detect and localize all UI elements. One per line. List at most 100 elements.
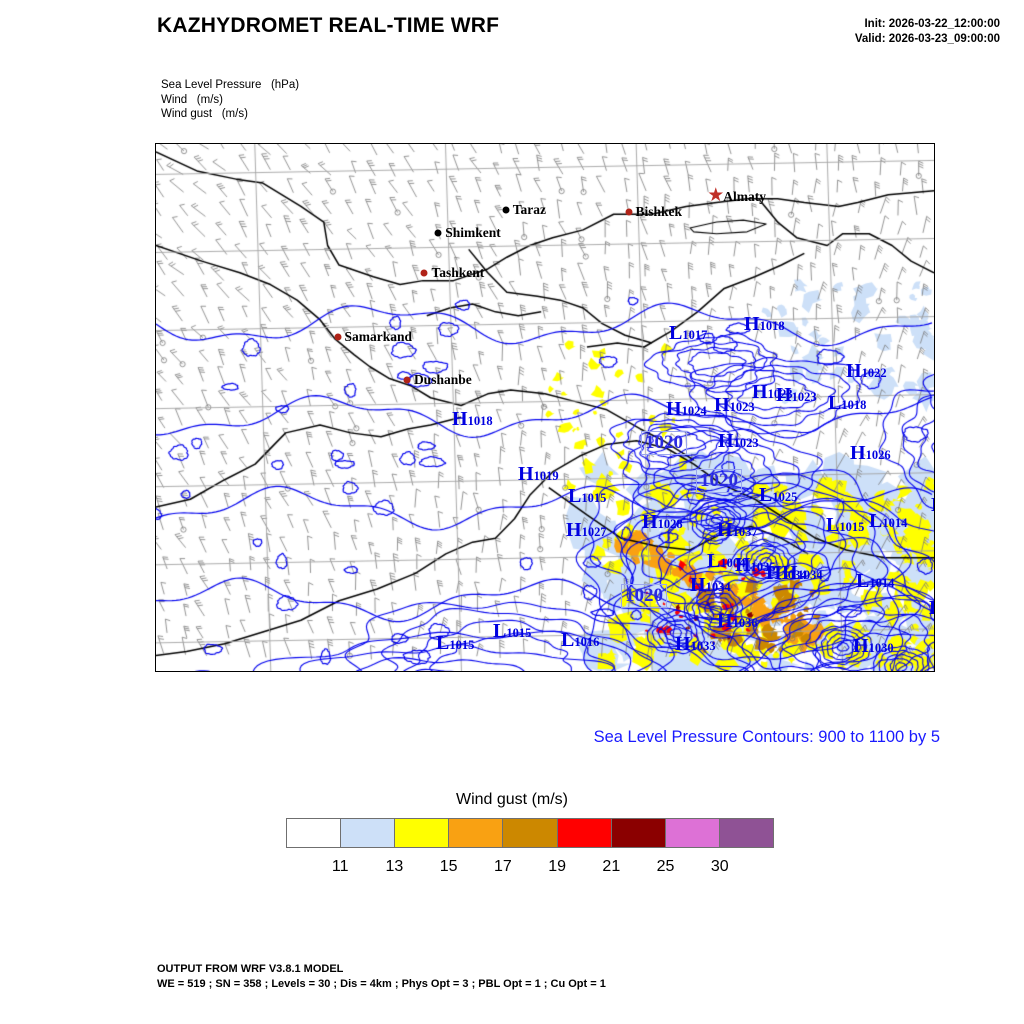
pressure-center-h: H1023 <box>714 394 755 417</box>
pressure-center-type: H <box>931 494 934 516</box>
city-marker-dot <box>434 229 442 237</box>
pressure-center-h: H1035 <box>735 554 776 577</box>
pressure-center-type: L <box>561 629 575 651</box>
pressure-center-type: H <box>566 519 582 541</box>
contour-value-label: 1020 <box>641 431 687 455</box>
pressure-center-type: H <box>717 519 733 541</box>
pressure-center-h: H1034 <box>690 574 731 597</box>
pressure-center-value: 1016 <box>574 635 600 649</box>
lon-tick <box>835 671 836 672</box>
pressure-center-type: L <box>568 485 582 507</box>
pressure-center-type: H <box>752 381 768 403</box>
city-label: Almaty <box>723 188 766 204</box>
pressure-center-type: H <box>776 384 792 406</box>
pressure-center-h: H1022 <box>846 360 887 383</box>
pressure-center-value: 1018 <box>841 398 867 412</box>
pressure-center-value: 1023 <box>733 436 759 450</box>
capital-star-icon: ★ <box>707 184 725 206</box>
pressure-center-value: 1018 <box>467 414 493 428</box>
pressure-center-l: L1014 <box>856 570 894 593</box>
pressure-center-value: 1022 <box>861 366 887 380</box>
pressure-center-l: L1015 <box>436 632 474 655</box>
city-label: Bishkek <box>635 203 683 219</box>
pressure-center-l: L1017 <box>669 322 707 345</box>
colorbar-tick: 19 <box>548 858 566 875</box>
colorbar-swatch <box>340 818 395 848</box>
pressure-center-h: H1024 <box>666 398 707 421</box>
pressure-center-type: H <box>718 430 734 452</box>
pressure-center-type: L <box>856 570 870 592</box>
model-run-times: Init: 2026-03-22_12:00:00 Valid: 2026-03… <box>855 17 1000 47</box>
contour-value-label: 1020 <box>621 584 667 608</box>
pressure-center-h: H1023 <box>752 381 793 404</box>
pressure-center-value: 1015 <box>581 491 607 505</box>
city-marker-dot <box>625 208 633 216</box>
lon-tick <box>644 671 645 672</box>
pressure-center-type: L <box>759 484 773 506</box>
pressure-center-type: H <box>666 398 682 420</box>
colorbar-title: Wind gust (m/s) <box>455 791 568 808</box>
pressure-center-h: H1036 <box>717 610 758 633</box>
pressure-center-value: 1035 <box>750 560 776 574</box>
pressure-center-type: H <box>782 562 798 584</box>
colorbar-swatch <box>556 818 611 848</box>
pressure-center-type: H <box>675 633 691 655</box>
colorbar-tick-labels: 11 13 15 17 19 21 25 30 <box>286 858 774 882</box>
pressure-center-l: L1015 <box>826 514 864 537</box>
city-marker-dot <box>420 269 428 277</box>
colorbar-swatch <box>664 818 719 848</box>
valid-time-label: Valid: 2026-03-23_09:00:00 <box>854 33 1000 45</box>
city-label: Samarkand <box>344 329 413 345</box>
pressure-center-h: H1023 <box>718 430 759 453</box>
pressure-center-h: H1027 <box>566 519 607 542</box>
pressure-center-value: 1034 <box>705 580 731 594</box>
pressure-center-h: H1019 <box>518 463 559 486</box>
pressure-center-value: 1025 <box>772 490 798 504</box>
colorbar-swatch <box>286 818 341 848</box>
colorbar-tick: 30 <box>710 858 729 875</box>
colorbar-tick: 21 <box>602 858 621 875</box>
pressure-center-type: H <box>717 610 733 632</box>
pressure-center-type: L <box>493 620 507 642</box>
colorbar-tick: 25 <box>656 858 675 875</box>
pressure-center-value: 1014 <box>869 576 895 590</box>
colorbar-swatch <box>394 818 449 848</box>
pressure-center-h: H1034 <box>782 562 823 585</box>
pressure-center-type: H <box>642 511 658 533</box>
lon-tick <box>263 671 264 672</box>
lat-tick <box>155 480 156 481</box>
pressure-center-value: 1037 <box>732 525 758 539</box>
lat-tick <box>155 402 156 403</box>
pressure-center-h: H1034 <box>766 562 807 585</box>
pressure-center-value: 1027 <box>581 525 607 539</box>
pressure-center-type: L <box>828 392 842 414</box>
city-marker-dot <box>502 206 510 214</box>
pressure-center-h: H1026 <box>850 442 891 465</box>
pressure-center-value: 1026 <box>865 448 891 462</box>
pressure-center-type: H <box>766 562 782 584</box>
pressure-center-type: H <box>452 408 468 430</box>
colorbar-swatch <box>610 818 665 848</box>
lat-tick <box>155 636 156 637</box>
pressure-center-value: 1015 <box>839 520 865 534</box>
contour-value-label: 1020 <box>696 469 742 493</box>
pressure-center-type: L <box>826 514 840 536</box>
city-marker-dot <box>403 376 411 384</box>
pressure-center-h: H1033 <box>675 633 716 656</box>
colorbar-tick: 11 <box>331 858 349 875</box>
weather-map[interactable]: H1018 H1019 L1015 L1017 H1018 H1024 H1023 H1023… <box>155 143 935 672</box>
pressure-center-l: L1013 <box>929 597 934 620</box>
colorbar-swatch <box>718 818 774 848</box>
lat-tick <box>155 245 156 246</box>
pressure-center-h: H1030 <box>853 635 894 658</box>
city-label: Taraz <box>512 202 546 218</box>
colorbar-swatch <box>448 818 503 848</box>
pressure-center-type: L <box>707 550 721 572</box>
pressure-center-h: H1015 <box>931 494 934 517</box>
pressure-center-value: 1017 <box>682 328 708 342</box>
colorbar-tick: 17 <box>493 858 512 875</box>
pressure-center-type: L <box>869 510 883 532</box>
city-label: Shimkent <box>445 225 501 240</box>
pressure-center-l: L1025 <box>759 484 797 507</box>
pressure-center-value: 1004 <box>720 556 746 570</box>
